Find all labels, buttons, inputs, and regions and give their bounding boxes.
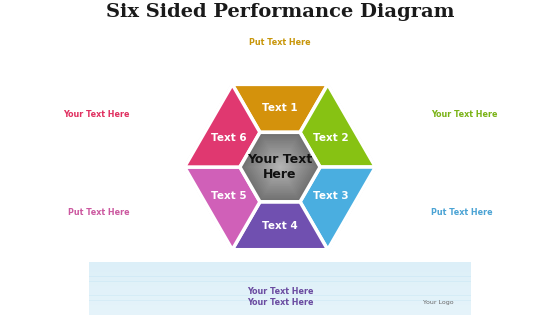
Polygon shape — [268, 157, 292, 177]
Bar — [0, 262, 560, 267]
Polygon shape — [300, 167, 375, 250]
Text: Your Text Here: Your Text Here — [431, 110, 497, 119]
Polygon shape — [183, 83, 377, 251]
Polygon shape — [262, 152, 298, 183]
Bar — [0, 310, 560, 315]
Polygon shape — [270, 158, 290, 176]
Polygon shape — [246, 138, 314, 197]
Polygon shape — [278, 165, 282, 169]
Bar — [0, 267, 560, 272]
Polygon shape — [266, 155, 294, 179]
Text: Your Text Here: Your Text Here — [247, 287, 313, 296]
Polygon shape — [264, 153, 296, 181]
Polygon shape — [300, 84, 375, 167]
Bar — [0, 305, 560, 310]
Text: Text 2: Text 2 — [313, 133, 349, 143]
Text: Your Logo: Your Logo — [423, 300, 454, 305]
Text: Text 6: Text 6 — [211, 133, 247, 143]
Text: Your Text Here: Your Text Here — [247, 298, 313, 307]
Polygon shape — [272, 160, 288, 174]
Polygon shape — [252, 143, 308, 191]
Polygon shape — [240, 132, 320, 202]
Polygon shape — [250, 141, 310, 193]
Polygon shape — [232, 202, 328, 250]
Polygon shape — [244, 136, 316, 198]
Text: Your Text Here: Your Text Here — [63, 110, 129, 119]
Text: Put Text Here: Put Text Here — [249, 38, 311, 48]
Polygon shape — [258, 148, 302, 186]
Polygon shape — [276, 163, 284, 170]
Bar — [0, 295, 560, 301]
Text: Six Sided Performance Diagram: Six Sided Performance Diagram — [106, 3, 454, 21]
Text: Text 4: Text 4 — [262, 221, 298, 231]
Bar — [0, 291, 560, 296]
Polygon shape — [254, 145, 306, 190]
Bar — [0, 286, 560, 291]
Polygon shape — [274, 162, 286, 172]
Polygon shape — [256, 146, 304, 188]
Text: Put Text Here: Put Text Here — [68, 208, 129, 217]
Polygon shape — [260, 150, 300, 184]
Polygon shape — [248, 139, 312, 195]
Polygon shape — [232, 84, 328, 132]
Polygon shape — [185, 84, 260, 167]
Bar — [0, 272, 560, 277]
Text: Put Text Here: Put Text Here — [431, 208, 492, 217]
Text: Text 3: Text 3 — [313, 192, 349, 201]
Bar — [0, 281, 560, 286]
Bar — [0, 300, 560, 306]
Bar — [0, 314, 560, 315]
Text: Text 5: Text 5 — [211, 192, 247, 201]
Bar — [0, 276, 560, 282]
Text: Text 1: Text 1 — [262, 103, 298, 113]
Polygon shape — [185, 167, 260, 250]
Polygon shape — [242, 134, 318, 200]
Text: Your Text
Here: Your Text Here — [248, 153, 312, 181]
